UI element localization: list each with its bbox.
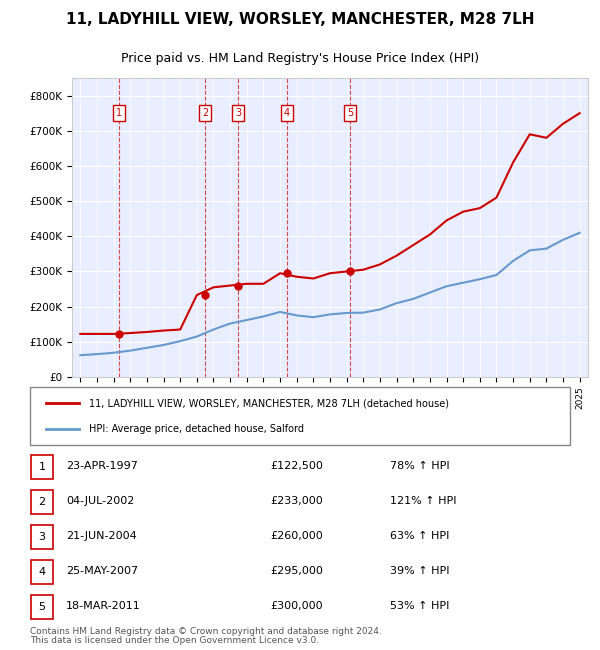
Text: 21-JUN-2004: 21-JUN-2004 [66,531,137,541]
Text: 1: 1 [116,108,122,118]
Text: £300,000: £300,000 [270,601,323,611]
Text: 18-MAR-2011: 18-MAR-2011 [66,601,141,611]
Text: 11, LADYHILL VIEW, WORSLEY, MANCHESTER, M28 7LH (detached house): 11, LADYHILL VIEW, WORSLEY, MANCHESTER, … [89,398,449,408]
Text: 4: 4 [38,567,46,577]
Text: £295,000: £295,000 [270,566,323,576]
Text: Price paid vs. HM Land Registry's House Price Index (HPI): Price paid vs. HM Land Registry's House … [121,52,479,65]
Text: 1: 1 [38,462,46,472]
Text: 11, LADYHILL VIEW, WORSLEY, MANCHESTER, M28 7LH: 11, LADYHILL VIEW, WORSLEY, MANCHESTER, … [66,12,534,27]
Text: 25-MAY-2007: 25-MAY-2007 [66,566,138,576]
Text: Contains HM Land Registry data © Crown copyright and database right 2024.: Contains HM Land Registry data © Crown c… [30,627,382,636]
Text: 78% ↑ HPI: 78% ↑ HPI [390,461,449,471]
FancyBboxPatch shape [31,525,53,549]
Text: HPI: Average price, detached house, Salford: HPI: Average price, detached house, Salf… [89,424,304,434]
Text: This data is licensed under the Open Government Licence v3.0.: This data is licensed under the Open Gov… [30,636,319,645]
Text: 23-APR-1997: 23-APR-1997 [66,461,138,471]
Text: 2: 2 [202,108,208,118]
Text: 4: 4 [284,108,290,118]
Text: 2: 2 [38,497,46,507]
FancyBboxPatch shape [31,560,53,584]
FancyBboxPatch shape [31,595,53,619]
Text: 121% ↑ HPI: 121% ↑ HPI [390,496,457,506]
Text: 3: 3 [38,532,46,542]
Text: 53% ↑ HPI: 53% ↑ HPI [390,601,449,611]
Text: £233,000: £233,000 [270,496,323,506]
FancyBboxPatch shape [31,455,53,478]
Text: 04-JUL-2002: 04-JUL-2002 [66,496,134,506]
Text: 5: 5 [347,108,353,118]
Text: £260,000: £260,000 [270,531,323,541]
Text: 3: 3 [235,108,241,118]
FancyBboxPatch shape [30,387,570,445]
Text: 5: 5 [38,602,46,612]
FancyBboxPatch shape [31,490,53,514]
Text: £122,500: £122,500 [270,461,323,471]
Text: 63% ↑ HPI: 63% ↑ HPI [390,531,449,541]
Text: 39% ↑ HPI: 39% ↑ HPI [390,566,449,576]
